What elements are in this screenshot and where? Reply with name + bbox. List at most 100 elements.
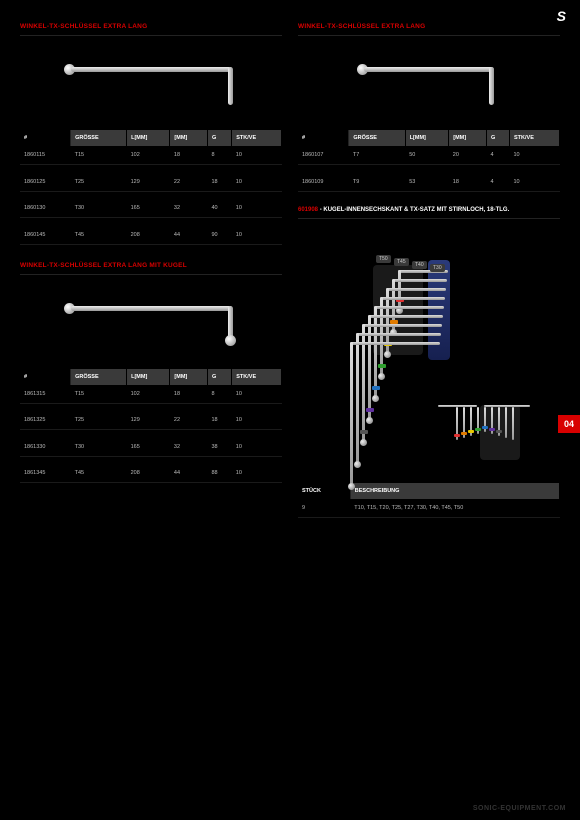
table-cell: 32 (170, 438, 208, 457)
table-row: 1860130T30165324010 (20, 199, 282, 218)
table-cell: 129 (127, 411, 170, 430)
right-column: WINKEL-TX-SCHLÜSSEL EXTRA LANG #GRÖSSEL[… (298, 20, 560, 518)
table-row: 1860125T25129221810 (20, 173, 282, 192)
table-cell: 53 (405, 173, 449, 192)
col-header: # (20, 130, 71, 146)
table-cell: 10 (232, 199, 282, 218)
section-title: WINKEL-TX-SCHLÜSSEL EXTRA LANG (20, 20, 282, 36)
table-cell: 8 (207, 146, 231, 165)
table-cell: 1861315 (20, 385, 71, 404)
table-cell: 40 (207, 199, 231, 218)
table-cell: 1860125 (20, 173, 71, 192)
table-cell: 1861330 (20, 438, 71, 457)
table-cell: 44 (170, 226, 208, 245)
table-cell: 18 (170, 146, 208, 165)
table-cell: T25 (71, 173, 127, 192)
table-cell: 10 (232, 411, 282, 430)
table-row: 1860115T1510218810 (20, 146, 282, 165)
table-cell: 18 (449, 173, 487, 192)
set-contents-table: STÜCK BESCHREIBUNG 9 T10, T15, T20, T25,… (298, 483, 560, 518)
table-cell: T45 (71, 226, 127, 245)
table-cell: 32 (170, 199, 208, 218)
table-cell: 18 (207, 411, 231, 430)
page-body: WINKEL-TX-SCHLÜSSEL EXTRA LANG #GRÖSSEL[… (0, 0, 580, 528)
col-header: [MM] (449, 130, 487, 146)
col-header: L[MM] (127, 130, 170, 146)
col-header: STK/VE (232, 369, 282, 385)
table-row: 1861345T45208448810 (20, 464, 282, 483)
table-cell: 9 (298, 499, 350, 518)
table-cell: 20 (449, 146, 487, 165)
table-cell: 10 (510, 173, 560, 192)
table-cell: 88 (207, 464, 231, 483)
col-header: STK/VE (510, 130, 560, 146)
col-header: # (20, 369, 71, 385)
table-cell: 129 (127, 173, 170, 192)
table-row: 1860109T95318410 (298, 173, 560, 192)
brand-logo: S (557, 8, 566, 24)
col-header: GRÖSSE (71, 130, 127, 146)
table-cell: T45 (71, 464, 127, 483)
set-title: 601908 - KUGEL-INNENSECHSKANT & TX-SATZ … (298, 202, 560, 219)
table-cell: 10 (232, 146, 282, 165)
size-label: T40 (412, 261, 427, 269)
table-row: 1861330T30165323810 (20, 438, 282, 457)
col-header: # (298, 130, 349, 146)
table-cell: 10 (232, 226, 282, 245)
table-cell: 38 (207, 438, 231, 457)
table-cell: 44 (170, 464, 208, 483)
col-header: G (487, 130, 510, 146)
table-cell: 4 (487, 173, 510, 192)
size-label: T45 (394, 258, 409, 266)
table-row: 1861325T25129221810 (20, 411, 282, 430)
table-cell: T15 (71, 385, 127, 404)
table-row: 1861315T1510218810 (20, 385, 282, 404)
table-cell: 22 (170, 173, 208, 192)
page-tab: 04 (558, 415, 580, 433)
table-cell: 1860109 (298, 173, 349, 192)
table-cell: 1861325 (20, 411, 71, 430)
col-header: G (207, 130, 231, 146)
col-header: L[MM] (405, 130, 449, 146)
article-number: 601908 (298, 207, 318, 213)
col-header: [MM] (170, 130, 208, 146)
set-description: - KUGEL-INNENSECHSKANT & TX-SATZ MIT STI… (320, 207, 510, 213)
spec-table-1: #GRÖSSEL[MM][MM]GSTK/VE 1860115T15102188… (20, 130, 282, 245)
table-cell: 1860107 (298, 146, 349, 165)
product-illustration (20, 42, 282, 122)
size-label: T50 (376, 255, 391, 263)
table-row: 1860107T75020410 (298, 146, 560, 165)
section-title: WINKEL-TX-SCHLÜSSEL EXTRA LANG (298, 20, 560, 36)
table-cell: 18 (170, 385, 208, 404)
table-cell: T30 (71, 199, 127, 218)
table-cell: 10 (510, 146, 560, 165)
left-column: WINKEL-TX-SCHLÜSSEL EXTRA LANG #GRÖSSEL[… (20, 20, 282, 518)
section-title: WINKEL-TX-SCHLÜSSEL EXTRA LANG MIT KUGEL (20, 259, 282, 275)
table-cell: 165 (127, 199, 170, 218)
table-cell: 165 (127, 438, 170, 457)
col-header: L[MM] (127, 369, 170, 385)
table-cell: 18 (207, 173, 231, 192)
table-cell: T9 (349, 173, 405, 192)
col-header: GRÖSSE (349, 130, 405, 146)
table-cell: T15 (71, 146, 127, 165)
col-header: STK/VE (232, 130, 282, 146)
footer-url: SONIC-EQUIPMENT.COM (473, 805, 566, 812)
table-cell: T10, T15, T20, T25, T27, T30, T40, T45, … (350, 499, 559, 518)
table-row: 1860145T45208449010 (20, 226, 282, 245)
spec-table-3: #GRÖSSEL[MM][MM]GSTK/VE 1860107T75020410… (298, 130, 560, 192)
table-cell: 4 (487, 146, 510, 165)
table-cell: 22 (170, 411, 208, 430)
table-cell: 1861345 (20, 464, 71, 483)
table-cell: 1860145 (20, 226, 71, 245)
table-cell: 102 (127, 146, 170, 165)
table-cell: 102 (127, 385, 170, 404)
table-cell: 1860115 (20, 146, 71, 165)
table-cell: 10 (232, 438, 282, 457)
col-header: [MM] (170, 369, 208, 385)
size-label: T30 (430, 264, 445, 272)
table-cell: T30 (71, 438, 127, 457)
col-header: BESCHREIBUNG (350, 483, 559, 499)
product-illustration (298, 42, 560, 122)
table-cell: 208 (127, 464, 170, 483)
